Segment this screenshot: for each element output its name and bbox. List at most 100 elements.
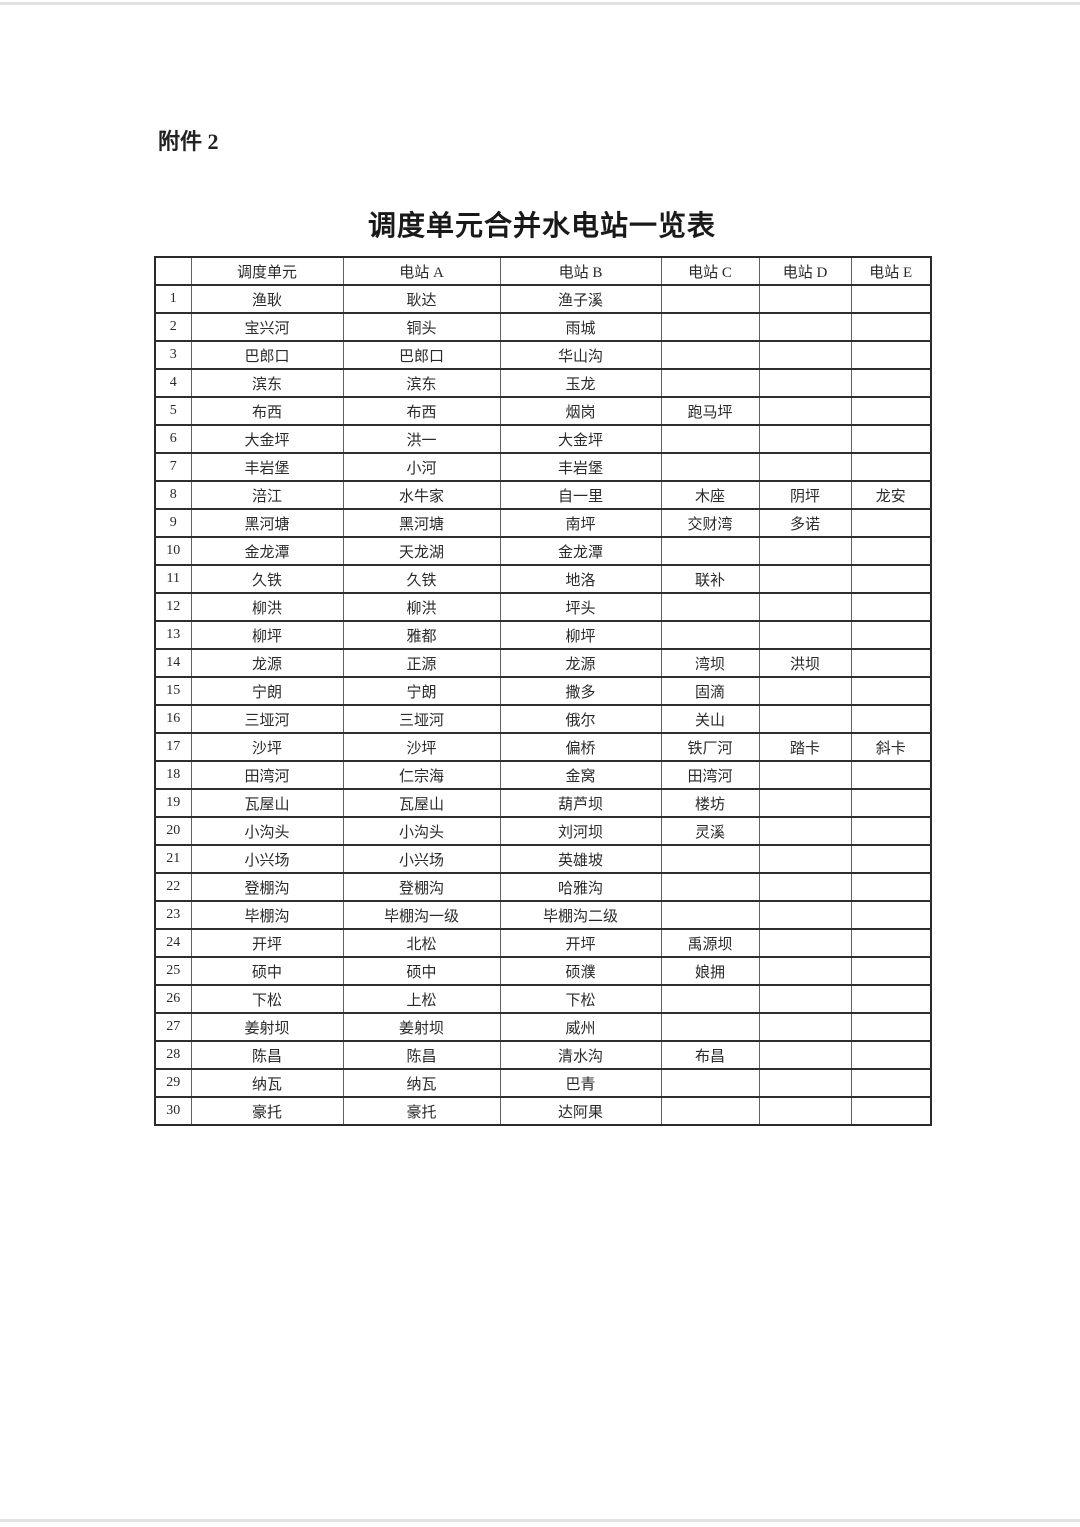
station-cell: 沙坪 [190,732,343,761]
station-cell: 雨城 [499,312,661,341]
station-cell [758,760,851,789]
station-cell: 硕中 [342,956,500,985]
station-cell: 金窝 [499,760,661,789]
station-cell [758,620,851,649]
station-cell [758,312,851,341]
station-cell [850,564,931,593]
row-number: 13 [155,620,191,649]
station-cell: 玉龙 [499,368,661,397]
row-number: 30 [155,1096,191,1125]
station-cell: 金龙潭 [190,536,343,565]
station-cell: 瓦屋山 [190,788,343,817]
station-cell: 阴坪 [758,480,851,509]
station-cell: 北松 [342,928,500,957]
station-cell: 沙坪 [342,732,500,761]
station-cell [758,536,851,565]
station-cell: 南坪 [499,508,661,537]
station-cell [850,872,931,901]
row-number: 24 [155,928,191,957]
station-cell [758,984,851,1013]
station-cell: 姜射坝 [190,1012,343,1041]
station-cell [850,1040,931,1069]
header-cell: 电站 E [850,257,931,285]
station-cell: 毕棚沟 [190,900,343,929]
station-cell: 陈昌 [190,1040,343,1069]
station-cell: 斜卡 [850,732,931,761]
row-number: 21 [155,844,191,873]
station-cell: 俄尔 [499,704,661,733]
station-cell [850,396,931,425]
station-cell: 清水沟 [499,1040,661,1069]
row-number: 26 [155,984,191,1013]
row-number: 2 [155,312,191,341]
station-cell [660,592,759,621]
row-number: 14 [155,648,191,677]
station-cell [758,676,851,705]
table-row: 17 沙坪 沙坪 偏桥 铁厂河 踏卡 斜卡 [155,732,931,761]
station-cell: 龙安 [850,480,931,509]
row-number: 8 [155,480,191,509]
table-row: 28 陈昌 陈昌 清水沟 布昌 [155,1040,931,1069]
station-cell [850,508,931,537]
station-cell: 大金坪 [190,424,343,453]
table-row: 29 纳瓦 纳瓦 巴青 [155,1068,931,1097]
station-cell: 达阿果 [499,1096,661,1125]
station-cell: 黑河塘 [190,508,343,537]
station-cell [758,284,851,313]
station-cell [850,648,931,677]
header-cell: 电站 B [499,257,661,285]
station-cell: 耿达 [342,284,500,313]
station-cell: 巴青 [499,1068,661,1097]
table-row: 1 渔耿 耿达 渔子溪 [155,284,931,313]
row-number: 27 [155,1012,191,1041]
station-cell [660,1068,759,1097]
station-cell: 威州 [499,1012,661,1041]
station-cell [850,424,931,453]
station-cell: 三垭河 [342,704,500,733]
station-cell [850,340,931,369]
table-row: 6 大金坪 洪一 大金坪 [155,424,931,453]
station-cell [758,1068,851,1097]
station-cell: 渔子溪 [499,284,661,313]
station-cell [758,788,851,817]
table-row: 15 宁朗 宁朗 撒多 固滴 [155,676,931,705]
station-cell: 小沟头 [190,816,343,845]
station-cell: 滨东 [190,368,343,397]
station-cell [850,760,931,789]
station-cell [758,816,851,845]
station-cell [850,592,931,621]
station-cell [850,984,931,1013]
station-cell [660,1096,759,1125]
station-cell [850,844,931,873]
station-cell: 木座 [660,480,759,509]
station-cell: 下松 [190,984,343,1013]
station-cell: 交财湾 [660,508,759,537]
table-row: 18 田湾河 仁宗海 金窝 田湾河 [155,760,931,789]
header-cell: 电站 A [342,257,500,285]
station-cell: 灵溪 [660,816,759,845]
row-number: 1 [155,284,191,313]
row-number: 10 [155,536,191,565]
station-cell: 固滴 [660,676,759,705]
table-row: 25 硕中 硕中 硕濮 娘拥 [155,956,931,985]
table-row: 16 三垭河 三垭河 俄尔 关山 [155,704,931,733]
station-cell: 瓦屋山 [342,788,500,817]
row-number: 17 [155,732,191,761]
station-table: 调度单元 电站 A 电站 B 电站 C 电站 D 电站 E 1 渔耿 耿达 渔子溪 2 宝兴河 铜头雨… [154,256,932,1126]
station-cell: 小河 [342,452,500,481]
station-cell: 刘河坝 [499,816,661,845]
station-cell: 天龙湖 [342,536,500,565]
station-cell: 洪坝 [758,648,851,677]
station-cell: 巴郎口 [342,340,500,369]
station-cell: 纳瓦 [342,1068,500,1097]
table-row: 12 柳洪 柳洪 坪头 [155,592,931,621]
station-cell: 登棚沟 [342,872,500,901]
station-cell: 华山沟 [499,340,661,369]
station-cell [758,452,851,481]
station-cell: 娘拥 [660,956,759,985]
station-cell [850,1012,931,1041]
table-row: 26 下松 上松 下松 [155,984,931,1013]
station-cell [850,536,931,565]
station-cell [758,592,851,621]
station-cell: 地洛 [499,564,661,593]
